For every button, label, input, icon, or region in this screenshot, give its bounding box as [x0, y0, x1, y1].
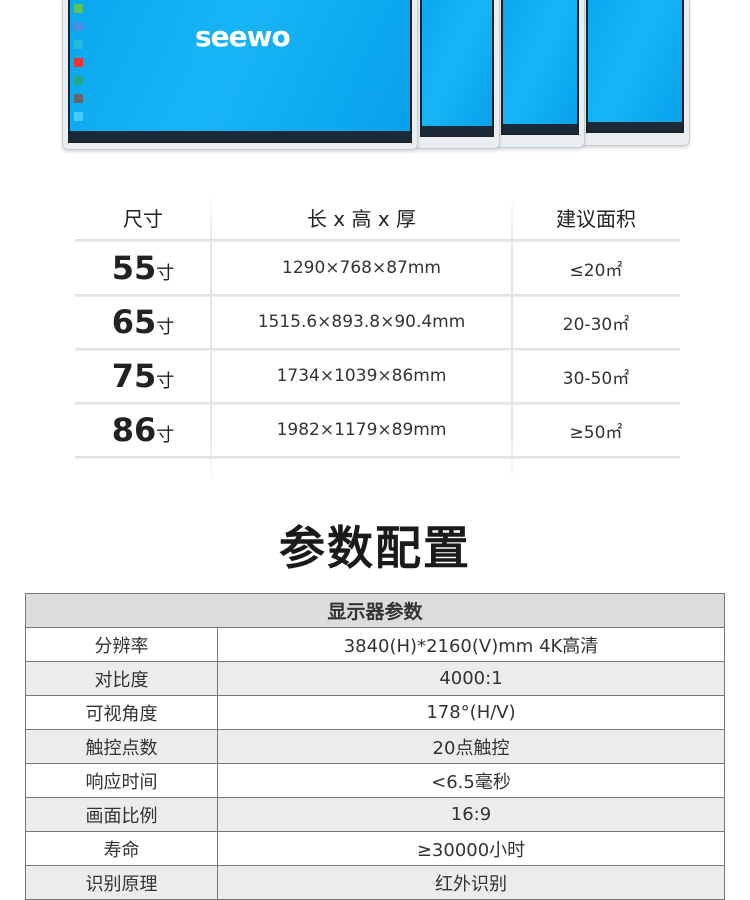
dimensions-cell: 1290×768×87mm [282, 258, 441, 278]
table-row: 65寸 1515.6×893.8×90.4mm 20-30㎡ [75, 295, 680, 349]
header-size: 尺寸 [123, 206, 163, 231]
param-value: ≥30000小时 [217, 831, 725, 866]
params-table-header: 显示器参数 [25, 593, 725, 628]
table-row: 55寸 1290×768×87mm ≤20㎡ [75, 241, 680, 295]
dimensions-cell: 1515.6×893.8×90.4mm [257, 312, 466, 332]
monitor-86 [580, 0, 690, 146]
size-cell: 75寸 [111, 357, 175, 395]
param-value: 178°(H/V) [217, 695, 725, 730]
param-value: 4000:1 [217, 661, 725, 696]
size-cell: 55寸 [111, 249, 175, 287]
table-row: 86寸 1982×1179×89mm ≥50㎡ [75, 403, 680, 457]
column-divider [511, 195, 513, 485]
param-key: 分辨率 [25, 627, 218, 662]
param-value: 3840(H)*2160(V)mm 4K高清 [217, 627, 725, 662]
param-key: 可视角度 [25, 695, 218, 730]
param-key: 触控点数 [25, 729, 218, 764]
table-row: 可视角度 178°(H/V) [25, 695, 725, 730]
param-key: 寿命 [25, 831, 218, 866]
seewo-logo: seewo [195, 20, 291, 53]
table-row: 75寸 1734×1039×86mm 30-50㎡ [75, 349, 680, 403]
param-value: 红外识别 [217, 865, 725, 900]
table-row: 画面比例 16:9 [25, 797, 725, 832]
size-cell: 65寸 [111, 303, 175, 341]
area-cell: 20-30㎡ [562, 314, 630, 335]
param-value: 20点触控 [217, 729, 725, 764]
table-row: 分辨率 3840(H)*2160(V)mm 4K高清 [25, 627, 725, 662]
param-value: 16:9 [217, 797, 725, 832]
param-key: 画面比例 [25, 797, 218, 832]
monitor-65 [414, 0, 500, 149]
monitor-75 [495, 0, 585, 148]
dimensions-cell: 1734×1039×86mm [276, 366, 447, 386]
area-cell: ≤20㎡ [569, 260, 623, 281]
area-cell: 30-50㎡ [562, 368, 630, 389]
params-table: 显示器参数 分辨率 3840(H)*2160(V)mm 4K高清 对比度 4000:… [25, 593, 725, 900]
table-row: 识别原理 红外识别 [25, 865, 725, 900]
section-title: 参数配置 [279, 521, 471, 575]
header-area: 建议面积 [556, 206, 636, 231]
column-divider [210, 195, 212, 485]
table-row: 寿命 ≥30000小时 [25, 831, 725, 866]
param-key: 对比度 [25, 661, 218, 696]
table-row: 对比度 4000:1 [25, 661, 725, 696]
param-key: 识别原理 [25, 865, 218, 900]
param-value: <6.5毫秒 [217, 763, 725, 798]
param-key: 响应时间 [25, 763, 218, 798]
monitor-55: seewo [62, 0, 418, 150]
size-cell: 86寸 [111, 411, 175, 449]
area-cell: ≥50㎡ [569, 422, 623, 443]
dimensions-cell: 1982×1179×89mm [276, 420, 447, 440]
size-table-header: 尺寸 长 x 高 x 厚 建议面积 [75, 195, 680, 239]
table-row: 响应时间 <6.5毫秒 [25, 763, 725, 798]
table-row: 触控点数 20点触控 [25, 729, 725, 764]
header-dimensions: 长 x 高 x 厚 [306, 206, 417, 231]
